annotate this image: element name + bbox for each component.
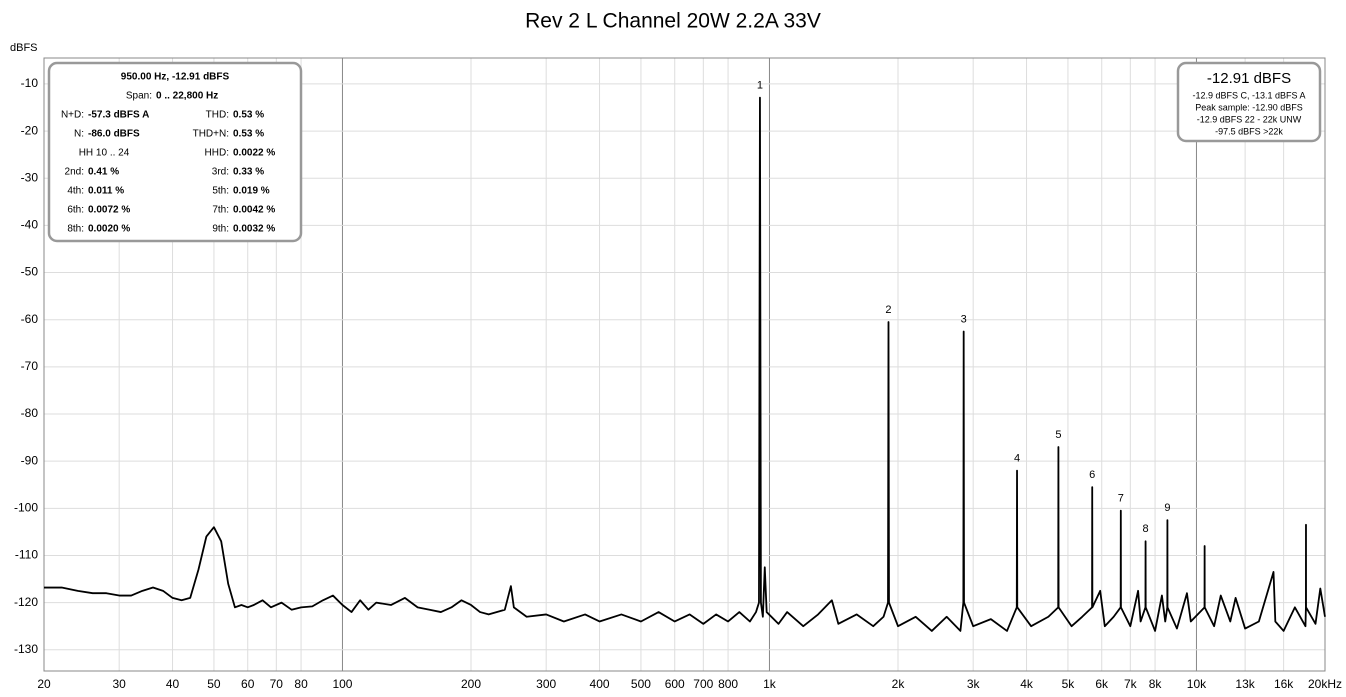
x-tick-label: 10k: [1187, 677, 1207, 691]
cell-value: 0.0072 %: [88, 205, 130, 216]
x-tick-label: 200: [461, 677, 481, 691]
y-tick-label: -90: [21, 453, 39, 467]
level-value: -12.91 dBFS: [1207, 70, 1291, 87]
harmonic-label: 6: [1089, 469, 1095, 481]
cell-value: 0.53 %: [233, 110, 264, 121]
box-header: 950.00 Hz, -12.91 dBFS: [121, 72, 230, 83]
y-tick-label: -10: [21, 76, 39, 90]
plot: 1 2 3 4 5 6 7 8 9: [44, 80, 1326, 632]
cell-label: 5th:: [212, 186, 229, 197]
level-box: -12.91 dBFS -12.9 dBFS C, -13.1 dBFS A P…: [1176, 61, 1322, 143]
cell-value: 0.0022 %: [233, 148, 275, 159]
cell-value: 0.019 %: [233, 186, 270, 197]
y-tick-label: -110: [15, 548, 38, 562]
chart-title: Rev 2 L Channel 20W 2.2A 33V: [525, 10, 821, 33]
spectrum-line: [44, 96, 1326, 632]
x-tick-label: 70: [270, 677, 284, 691]
cell-value: 0.53 %: [233, 129, 264, 140]
harmonic-label: 9: [1164, 502, 1170, 514]
y-tick-label: -120: [14, 595, 38, 609]
cell-label: HHD:: [205, 148, 229, 159]
cell-label: HH 10 .. 24: [79, 148, 130, 159]
cell-value: 0.0020 %: [88, 224, 130, 235]
x-tick-label: 1k: [763, 677, 777, 691]
cell-label: 6th:: [67, 205, 84, 216]
cell-value: 0.011 %: [88, 186, 124, 197]
x-tick-label: 500: [631, 677, 651, 691]
x-tick-label: 5k: [1062, 677, 1076, 691]
box-frame: [47, 61, 303, 243]
cell-label: 7th:: [212, 205, 229, 216]
harmonic-label: 8: [1143, 523, 1149, 535]
y-tick-label: -70: [21, 359, 39, 373]
x-tick-label: 400: [590, 677, 610, 691]
cell-label: THD:: [206, 110, 229, 121]
x-tick-label: 600: [665, 677, 685, 691]
span-value: 0 .. 22,800 Hz: [156, 91, 218, 102]
harmonic-label: 5: [1055, 429, 1061, 441]
harmonic-label: 4: [1014, 453, 1020, 465]
span-label: Span:: [126, 91, 152, 102]
harmonic-label: 3: [961, 313, 967, 325]
cell-value: -57.3 dBFS A: [88, 110, 149, 121]
y-tick-label: -40: [21, 218, 39, 232]
x-tick-label: 50: [207, 677, 221, 691]
y-tick-label: -100: [14, 500, 38, 514]
cell-value: 0.33 %: [233, 167, 264, 178]
cell-label: N:: [74, 129, 84, 140]
cell-value: 0.0032 %: [233, 224, 275, 235]
cell-label: 3rd:: [212, 167, 229, 178]
cell-label: 2nd:: [65, 167, 84, 178]
y-tick-label: -20: [21, 123, 39, 137]
y-tick-label: -60: [21, 312, 39, 326]
box-frame: [1176, 61, 1322, 143]
harmonic-label: 2: [885, 304, 891, 316]
x-tick-label: 6k: [1095, 677, 1109, 691]
level-line: -12.9 dBFS 22 - 22k UNW: [1197, 114, 1302, 124]
cell-label: 8th:: [67, 224, 84, 235]
x-tick-label: 80: [294, 677, 308, 691]
x-tick-label: 16k: [1274, 677, 1294, 691]
cell-label: 4th:: [67, 186, 84, 197]
cell-label: 9th:: [212, 224, 229, 235]
x-tick-label: 700: [693, 677, 713, 691]
measurement-box: 950.00 Hz, -12.91 dBFS Span: 0 .. 22,800…: [47, 61, 303, 243]
level-line: -12.9 dBFS C, -13.1 dBFS A: [1192, 90, 1305, 100]
y-tick-label: -30: [21, 170, 39, 184]
cell-value: 0.0042 %: [233, 205, 275, 216]
y-tick-label: -50: [21, 265, 39, 279]
plot-frame: [43, 57, 1326, 672]
level-line: Peak sample: -12.90 dBFS: [1195, 102, 1303, 112]
x-tick-label: 13k: [1235, 677, 1255, 691]
cell-value: 0.41 %: [88, 167, 119, 178]
x-tick-label: 4k: [1020, 677, 1034, 691]
x-tick-label: 3k: [967, 677, 981, 691]
x-tick-label: 60: [241, 677, 255, 691]
cell-value: -86.0 dBFS: [88, 129, 140, 140]
y-tick-label: -130: [14, 642, 38, 656]
y-tick-label: -80: [21, 406, 39, 420]
x-tick-label: 30: [113, 677, 127, 691]
level-line: -97.5 dBFS >22k: [1215, 126, 1283, 136]
x-tick-label: 800: [718, 677, 738, 691]
x-tick-label: 100: [332, 677, 352, 691]
x-tick-label: 8k: [1149, 677, 1163, 691]
x-tick-label: 300: [536, 677, 556, 691]
x-tick-label: 20: [37, 677, 51, 691]
cell-label: N+D:: [61, 110, 84, 121]
x-tick-label: 2k: [892, 677, 906, 691]
cell-label: THD+N:: [193, 129, 229, 140]
harmonic-label: 1: [757, 80, 763, 92]
harmonic-label: 7: [1118, 493, 1124, 505]
y-axis-label: dBFS: [10, 42, 38, 54]
x-tick-label: 20kHz: [1308, 677, 1342, 691]
x-tick-label: 7k: [1124, 677, 1138, 691]
x-tick-label: 40: [166, 677, 180, 691]
